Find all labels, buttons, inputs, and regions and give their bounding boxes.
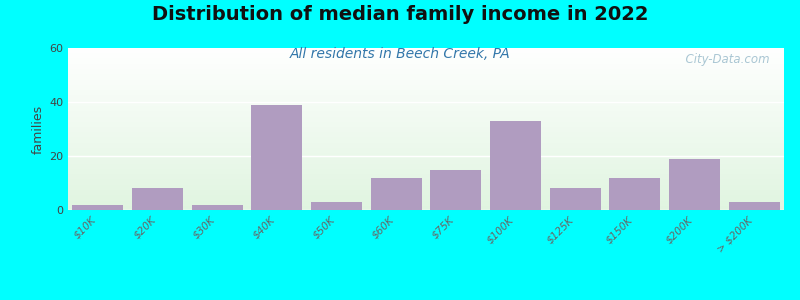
Bar (550, 188, 601, 210)
Bar (192, 205, 242, 210)
Bar (610, 178, 660, 210)
Text: Distribution of median family income in 2022: Distribution of median family income in … (152, 4, 648, 23)
Bar (669, 159, 720, 210)
Text: All residents in Beech Creek, PA: All residents in Beech Creek, PA (290, 46, 510, 61)
Bar (132, 188, 183, 210)
Bar (371, 178, 422, 210)
Bar (490, 121, 541, 210)
Bar (311, 202, 362, 210)
Bar (251, 105, 302, 210)
Y-axis label: families: families (32, 104, 45, 154)
Text: City-Data.com: City-Data.com (678, 53, 770, 66)
Bar (73, 205, 123, 210)
Bar (729, 202, 779, 210)
Bar (430, 169, 481, 210)
